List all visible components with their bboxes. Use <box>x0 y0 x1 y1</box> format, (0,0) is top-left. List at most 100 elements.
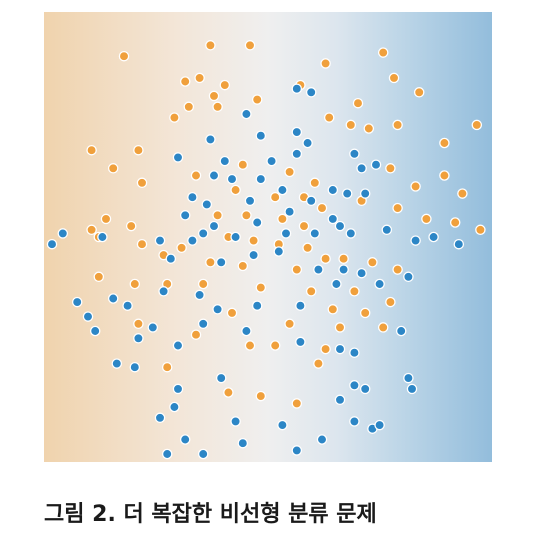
orange-point-10 <box>208 90 220 102</box>
orange-point-4 <box>320 58 331 69</box>
blue-point-3 <box>205 134 216 145</box>
orange-point-47 <box>316 202 328 214</box>
orange-point-38 <box>421 213 432 225</box>
orange-point-78 <box>320 343 331 355</box>
blue-point-74 <box>111 358 123 369</box>
orange-point-77 <box>284 318 295 330</box>
orange-point-86 <box>313 358 324 369</box>
blue-point-19 <box>201 199 213 210</box>
blue-point-57 <box>212 304 223 315</box>
blue-point-13 <box>370 159 382 170</box>
blue-point-7 <box>172 152 184 163</box>
blue-point-20 <box>244 195 256 207</box>
blue-point-93 <box>230 416 241 427</box>
blue-point-52 <box>403 271 414 283</box>
blue-point-16 <box>255 173 267 185</box>
blue-point-14 <box>208 170 220 181</box>
orange-point-41 <box>237 159 249 170</box>
orange-point-80 <box>359 307 371 319</box>
orange-point-26 <box>136 177 148 189</box>
orange-point-59 <box>237 260 249 272</box>
blue-point-44 <box>345 228 357 239</box>
orange-point-33 <box>410 181 421 192</box>
orange-point-3 <box>377 47 389 58</box>
blue-point-50 <box>338 264 349 275</box>
blue-point-32 <box>410 235 421 246</box>
orange-point-29 <box>125 220 137 232</box>
blue-point-90 <box>237 437 249 449</box>
blue-point-71 <box>334 343 346 355</box>
blue-point-17 <box>277 184 288 196</box>
blue-point-22 <box>327 184 339 196</box>
scatter-plot <box>44 12 492 462</box>
orange-point-30 <box>136 238 148 250</box>
blue-point-86 <box>154 412 166 424</box>
blue-point-88 <box>197 448 209 460</box>
blue-point-12 <box>356 163 367 174</box>
orange-point-88 <box>269 340 281 351</box>
blue-point-68 <box>197 318 209 330</box>
blue-point-5 <box>291 126 303 138</box>
orange-point-70 <box>385 296 396 308</box>
blue-point-29 <box>327 213 339 225</box>
blue-point-53 <box>107 293 119 304</box>
blue-point-31 <box>381 224 393 236</box>
orange-point-67 <box>255 282 267 293</box>
orange-point-84 <box>255 390 267 402</box>
orange-point-53 <box>248 235 259 246</box>
orange-point-72 <box>129 278 141 290</box>
blue-point-65 <box>133 333 144 344</box>
blue-point-23 <box>341 188 353 199</box>
blue-point-6 <box>302 137 313 149</box>
blue-point-73 <box>395 325 407 337</box>
orange-point-20 <box>392 119 403 131</box>
blue-point-45 <box>165 253 177 264</box>
orange-point-51 <box>298 220 310 232</box>
blue-point-15 <box>226 173 238 185</box>
blue-point-26 <box>208 220 220 232</box>
blue-point-83 <box>349 416 360 427</box>
blue-point-9 <box>266 155 277 167</box>
orange-point-79 <box>334 322 346 333</box>
blue-point-0 <box>291 83 303 94</box>
blue-point-41 <box>230 231 241 243</box>
blue-point-40 <box>197 228 209 239</box>
orange-point-64 <box>392 264 403 275</box>
blue-point-4 <box>255 130 267 141</box>
orange-point-62 <box>338 253 349 264</box>
orange-point-25 <box>107 163 119 174</box>
blue-point-66 <box>147 322 159 333</box>
blue-point-81 <box>406 383 418 395</box>
blue-point-43 <box>309 228 321 239</box>
orange-point-42 <box>284 166 295 178</box>
blue-point-62 <box>71 296 83 308</box>
blue-point-8 <box>219 155 231 167</box>
blue-point-75 <box>129 361 141 373</box>
blue-point-47 <box>248 249 259 261</box>
orange-point-35 <box>457 188 468 199</box>
orange-point-76 <box>226 307 238 319</box>
blue-point-18 <box>187 191 198 203</box>
blue-point-89 <box>161 448 173 460</box>
orange-point-17 <box>323 112 335 123</box>
blue-point-27 <box>251 217 263 228</box>
orange-point-16 <box>352 97 364 109</box>
blue-point-55 <box>158 286 169 297</box>
orange-point-0 <box>118 50 130 62</box>
orange-point-1 <box>205 40 216 51</box>
orange-point-23 <box>86 144 97 156</box>
blue-point-34 <box>453 238 465 250</box>
blue-point-37 <box>97 231 108 243</box>
blue-point-67 <box>172 340 184 351</box>
orange-point-2 <box>244 40 256 51</box>
blue-point-69 <box>241 325 252 337</box>
blue-point-30 <box>334 220 346 232</box>
blue-point-76 <box>172 383 184 395</box>
blue-point-1 <box>305 87 317 98</box>
orange-point-83 <box>223 387 234 398</box>
blue-point-91 <box>291 445 303 456</box>
blue-point-72 <box>349 347 360 358</box>
orange-point-5 <box>388 72 400 84</box>
orange-point-31 <box>86 224 97 236</box>
blue-point-58 <box>251 300 263 311</box>
